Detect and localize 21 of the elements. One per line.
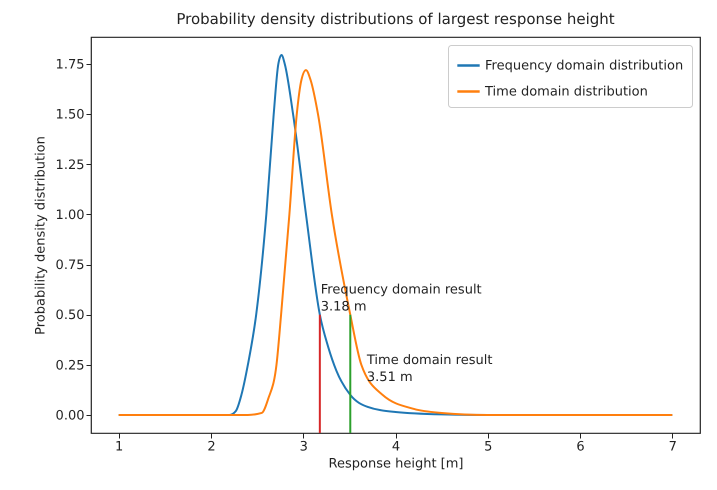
y-tick-label: 0.00	[56, 408, 84, 424]
x-tick-label: 1	[115, 440, 124, 454]
y-tick-label: 0.50	[56, 308, 84, 324]
y-axis-title: Probability density distribution	[34, 136, 49, 335]
legend-label: Frequency domain distribution	[485, 58, 684, 74]
y-tick-label: 1.25	[56, 158, 84, 173]
y-tick-label: 0.75	[56, 258, 84, 274]
annotation: Time domain result 3.51 m	[366, 352, 492, 385]
chart-title: Probability density distributions of largest response height	[176, 10, 615, 28]
y-tick-label: 0.25	[56, 358, 84, 374]
legend-label: Time domain distribution	[484, 84, 648, 100]
y-tick-label: 1.75	[56, 58, 84, 73]
x-tick-label: 5	[484, 440, 492, 454]
x-axis-title: Response height [m]	[328, 456, 464, 472]
x-tick-label: 2	[207, 440, 216, 454]
y-tick-label: 1.50	[56, 108, 84, 123]
x-tick-label: 7	[668, 440, 677, 454]
x-tick-label: 3	[300, 440, 308, 454]
y-tick-label: 1.00	[56, 208, 84, 223]
x-tick-label: 6	[576, 440, 585, 454]
x-tick-label: 4	[392, 440, 400, 454]
